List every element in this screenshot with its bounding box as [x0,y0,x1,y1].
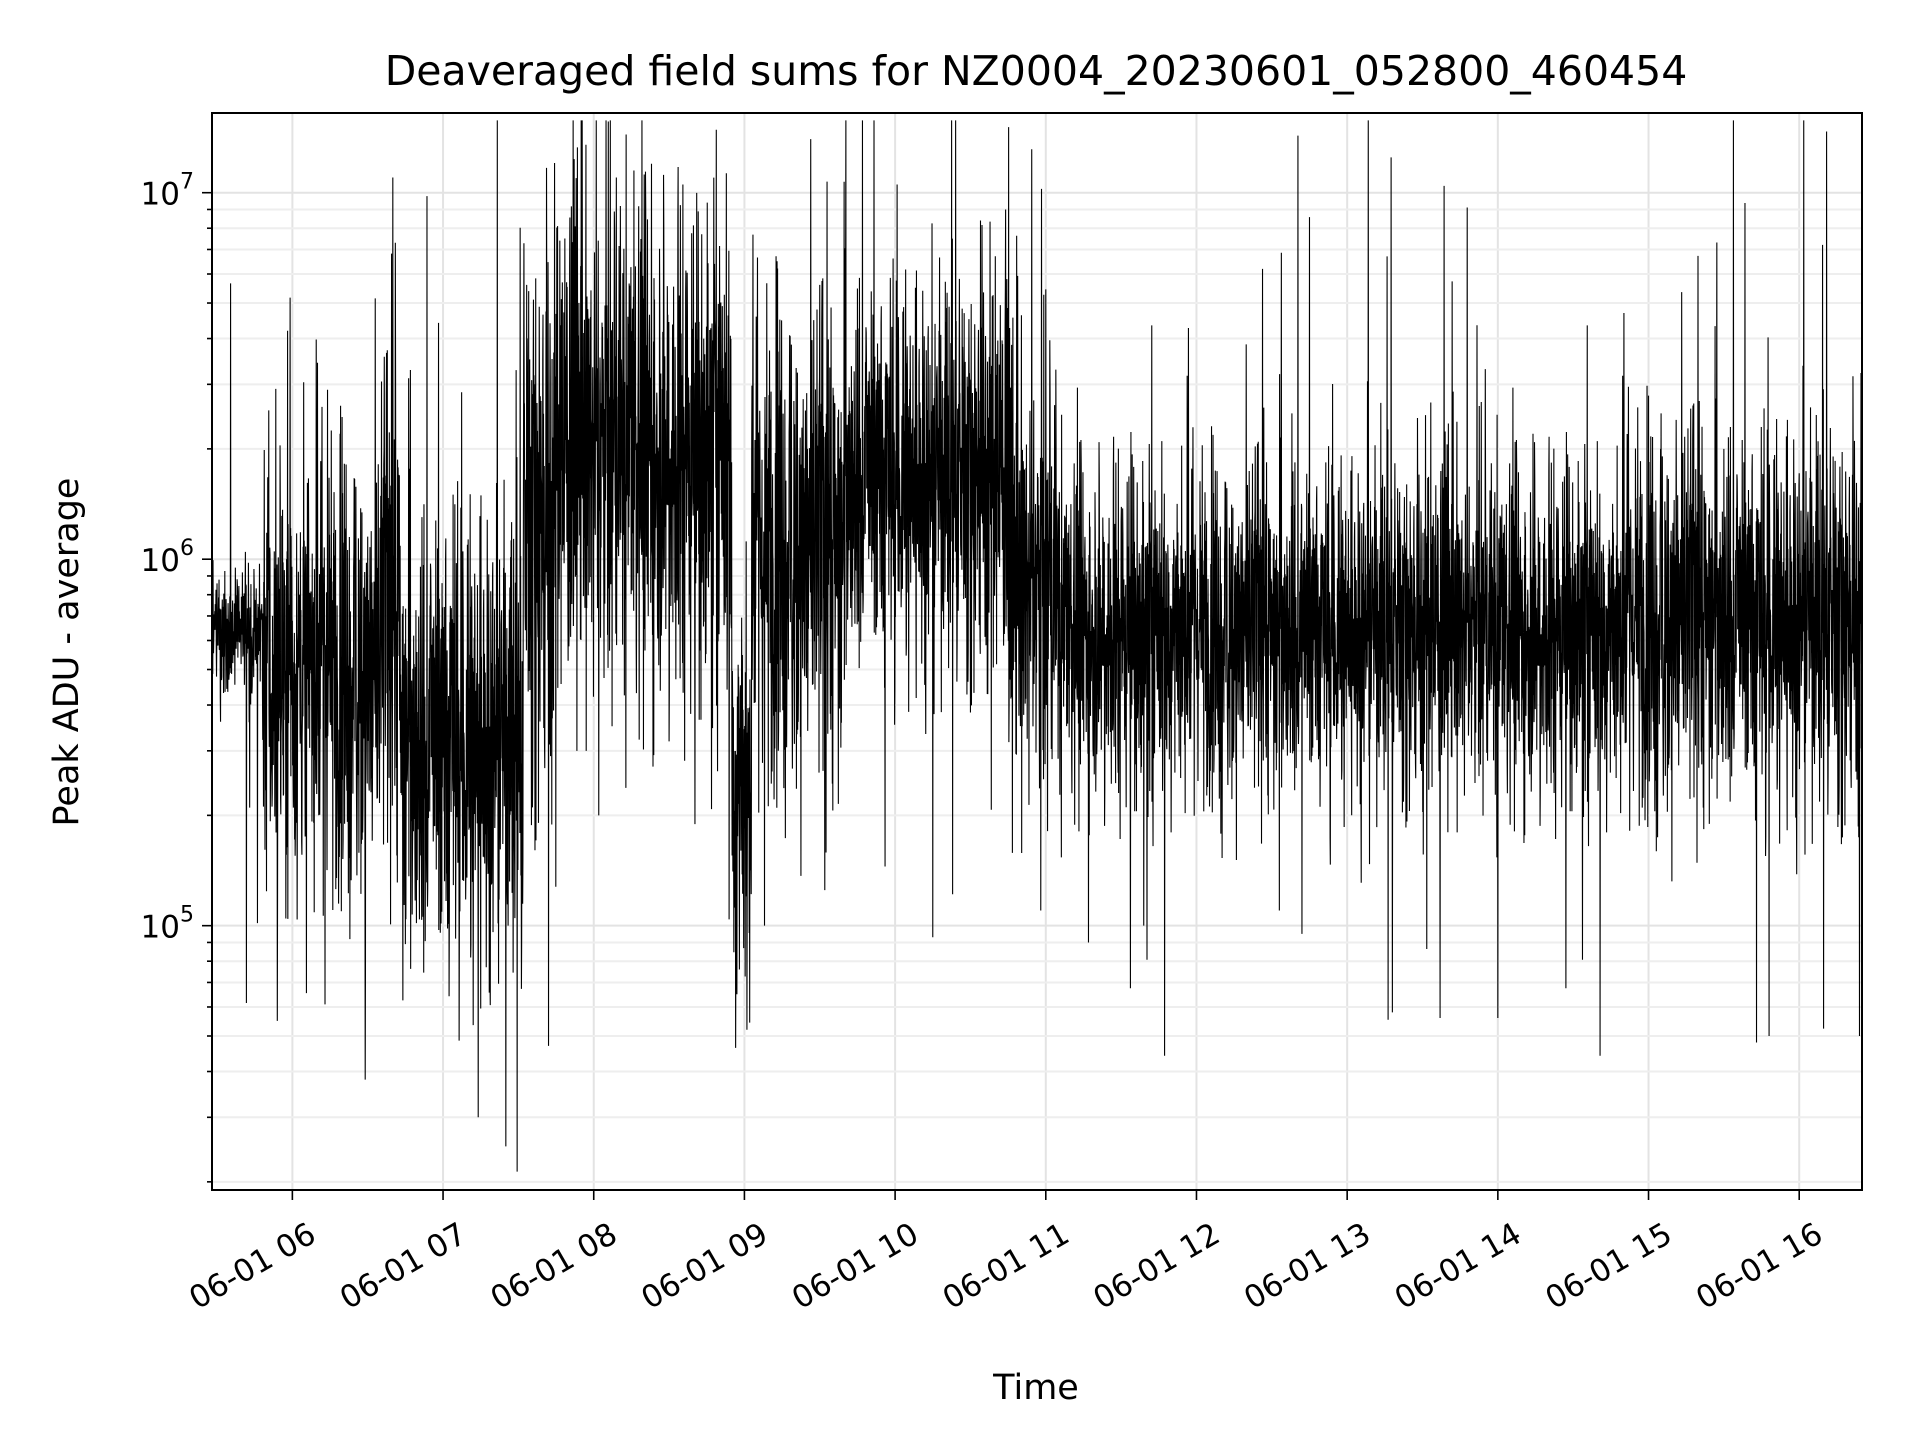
chart-title: Deaveraged field sums for NZ0004_2023060… [385,47,1688,95]
x-tick-label-6: 06-01 12 [1087,1216,1226,1317]
x-tick-label-9: 06-01 15 [1539,1216,1678,1317]
x-tick-label-5: 06-01 11 [937,1216,1076,1317]
y-tick-label-1: 106 [141,536,194,579]
x-tick-label-7: 06-01 13 [1238,1216,1377,1317]
plot-frame [211,112,1863,1191]
x-tick-label-0: 06-01 06 [183,1216,322,1317]
y-tick-label-0: 105 [141,903,194,946]
series-line [212,120,1862,1172]
y-axis: 105 106 107 [141,170,212,1183]
x-tick-label-1: 06-01 07 [334,1216,473,1317]
x-tick-label-10: 06-01 16 [1690,1216,1829,1317]
x-tick-label-3: 06-01 09 [635,1216,774,1317]
y-tick-label-2: 107 [141,170,194,213]
x-tick-label-8: 06-01 14 [1389,1216,1528,1317]
x-tick-label-4: 06-01 10 [786,1216,925,1317]
x-axis-label: Time [992,1368,1079,1408]
x-tick-label-2: 06-01 08 [485,1216,624,1317]
y-axis-label: Peak ADU - average [47,478,87,827]
x-axis: 06-01 06 06-01 07 06-01 08 06-01 09 06-01 10… [183,1190,1829,1317]
